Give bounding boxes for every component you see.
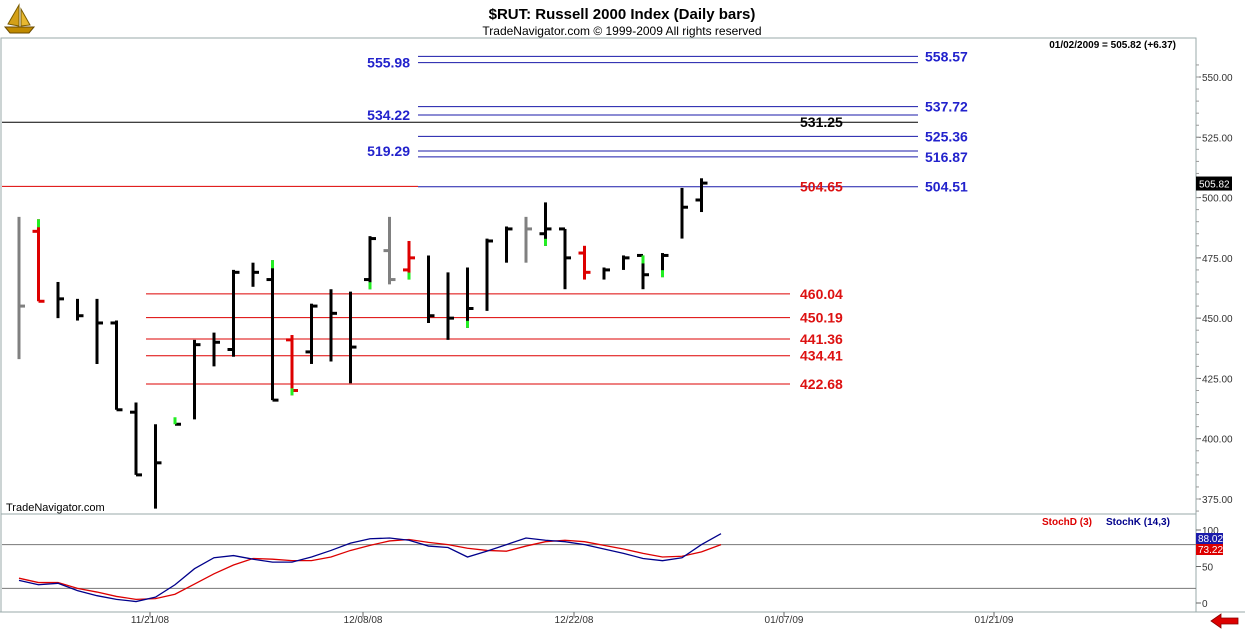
support-label: 434.41: [800, 348, 843, 364]
ohlc-bar: [661, 253, 669, 278]
support-label: 422.68: [800, 376, 843, 392]
support-label: 441.36: [800, 331, 843, 347]
stoch-d-value-box: [1196, 544, 1223, 555]
support-label: 460.04: [800, 286, 843, 302]
ohlc-bar: [251, 262, 259, 287]
support-label: 504.65: [800, 178, 843, 194]
ohlc-bar: [349, 291, 357, 384]
last-quote: 01/02/2009 = 505.82 (+6.37): [1049, 40, 1176, 51]
ohlc-bar: [76, 298, 84, 321]
stoch-d-value: 73.22: [1198, 545, 1223, 556]
scroll-left-arrow-icon[interactable]: [1209, 613, 1243, 629]
ohlc-bar: [485, 238, 493, 311]
sailboat-logo-icon[interactable]: [2, 2, 36, 36]
date-axis: 11/21/08 12/08/08 12/22/08 01/07/09 01/21/09: [131, 612, 1014, 626]
y-tick-label: 450.00: [1202, 314, 1233, 325]
ohlc-bar: [578, 245, 591, 280]
stoch-k-value: 88.02: [1198, 534, 1223, 545]
x-tick-label: 01/07/09: [765, 615, 804, 626]
stoch-y-label: 50: [1202, 563, 1214, 574]
ohlc-bar: [505, 226, 513, 263]
stoch-y-label: 0: [1202, 599, 1208, 610]
y-tick-label: 425.00: [1202, 374, 1233, 385]
resistance-label: 519.29: [367, 143, 410, 159]
ohlc-bar: [266, 260, 279, 402]
ohlc-bar: [286, 335, 298, 396]
y-tick-label: 375.00: [1202, 495, 1233, 506]
stoch-series-line: [18, 533, 722, 603]
ohlc-bar: [32, 219, 45, 303]
stoch-k-value-box: [1196, 533, 1223, 544]
x-tick-label: 12/08/08: [344, 615, 383, 626]
ohlc-bar: [680, 187, 688, 239]
resistance-label: 504.51: [925, 179, 968, 195]
ohlc-bar: [329, 289, 337, 362]
ohlc-bar: [602, 267, 610, 280]
stoch-legend-k: StochK (14,3): [1106, 517, 1170, 528]
ohlc-bar: [173, 417, 181, 426]
ohlc-bar: [130, 402, 142, 477]
ohlc-bar: [622, 255, 630, 270]
ohlc-bar: [305, 303, 318, 364]
watermark: TradeNavigator.com: [6, 502, 105, 514]
ohlc-bar: [364, 236, 376, 290]
resistance-label: 516.87: [925, 149, 968, 165]
ohlc-bar: [695, 178, 708, 213]
ohlc-bar: [227, 269, 240, 357]
ohlc-bar: [212, 332, 220, 367]
ohlc-bar: [539, 202, 552, 246]
y-tick-label: 550.00: [1202, 73, 1233, 84]
price-axis: 375.00 400.00 425.00 450.00 475.00 500.00 525.…: [1196, 64, 1233, 512]
ohlc-bar: [193, 339, 201, 420]
ohlc-bar: [110, 320, 123, 412]
chart-subtitle: TradeNavigator.com © 1999-2009 All right…: [482, 24, 761, 38]
support-label: 450.19: [800, 310, 843, 326]
stoch-legend-d: StochD (3): [1042, 517, 1092, 528]
y-tick-label: 400.00: [1202, 435, 1233, 446]
ohlc-bar: [383, 216, 396, 285]
resistance-label: 525.36: [925, 128, 968, 144]
x-tick-label: 11/21/08: [131, 615, 170, 626]
ohlc-bar: [56, 281, 64, 319]
price-bars: 505.82: [17, 176, 1232, 509]
last-value-label: 505.82: [1199, 180, 1230, 191]
ohlc-bar: [559, 227, 571, 290]
resistance-label: 537.72: [925, 99, 968, 115]
resistance-label: 555.98: [367, 55, 410, 71]
ohlc-bar: [446, 272, 454, 340]
stoch-series-line: [18, 538, 722, 601]
resistance-label: 558.57: [925, 48, 968, 64]
ohlc-bar: [403, 240, 415, 280]
resistance-label: 534.22: [367, 107, 410, 123]
ohlc-bar: [427, 255, 435, 323]
stoch-y-label: 100: [1202, 526, 1219, 537]
ohlc-bar: [154, 424, 162, 509]
y-tick-label: 525.00: [1202, 133, 1233, 144]
y-tick-label: 475.00: [1202, 254, 1233, 265]
y-tick-label: 500.00: [1202, 194, 1233, 205]
ohlc-bar: [466, 267, 474, 328]
pivot-label: 531.25: [800, 114, 843, 130]
ohlc-bar: [524, 216, 532, 263]
chart-title: $RUT: Russell 2000 Index (Daily bars): [489, 6, 756, 23]
ohlc-bar: [95, 298, 103, 364]
last-value-box: [1196, 176, 1232, 191]
x-tick-label: 12/22/08: [555, 615, 594, 626]
ohlc-bar: [637, 253, 649, 290]
x-tick-label: 01/21/09: [975, 615, 1014, 626]
ohlc-bar: [17, 216, 25, 360]
